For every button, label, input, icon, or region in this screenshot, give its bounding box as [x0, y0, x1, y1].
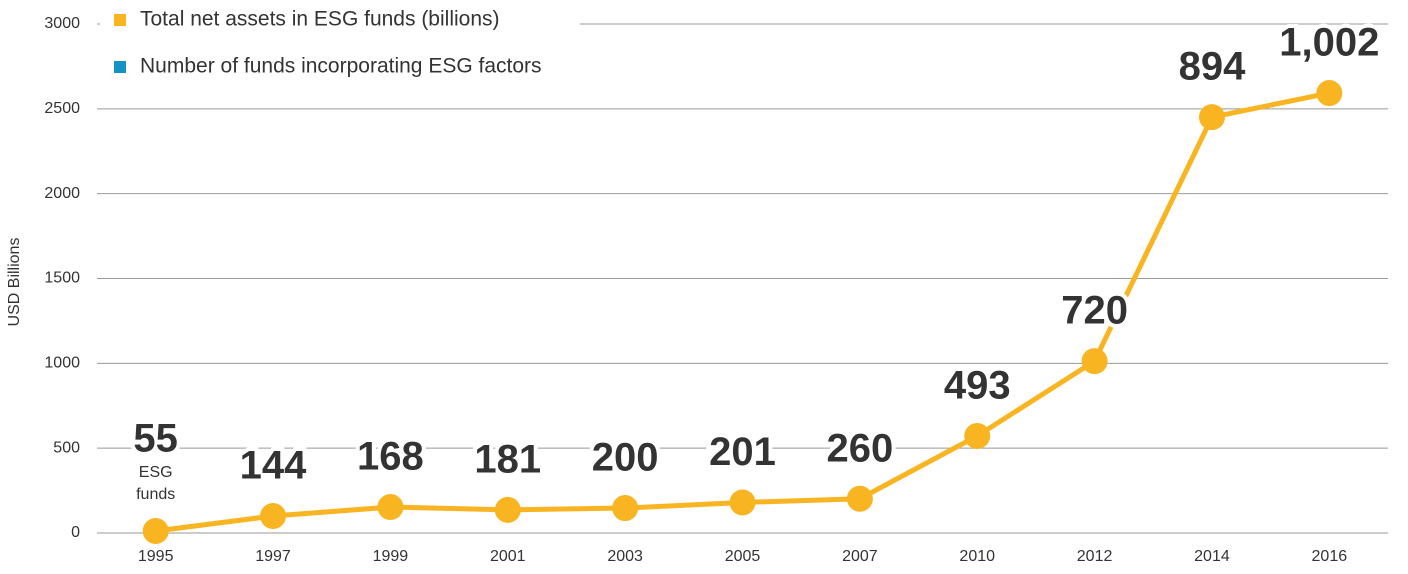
data-label: 201: [709, 430, 776, 474]
x-tick-label: 1997: [255, 548, 291, 565]
data-label: 1,002: [1279, 21, 1379, 65]
y-tick-label: 2000: [44, 185, 80, 202]
marker: [964, 422, 991, 449]
x-tick-label: 1995: [138, 548, 174, 565]
data-label: 200: [592, 436, 659, 480]
legend-label: Total net assets in ESG funds (billions): [140, 8, 500, 31]
marker: [729, 489, 756, 516]
data-label: 260: [826, 426, 893, 470]
x-tick-label: 2016: [1312, 548, 1348, 565]
data-label: 144: [240, 444, 307, 488]
y-tick-label: 3000: [44, 15, 80, 32]
x-tick-label: 2012: [1077, 548, 1113, 565]
data-label: 720: [1061, 289, 1128, 333]
marker: [377, 494, 404, 521]
data-label: 55: [133, 417, 178, 461]
data-label: 168: [357, 435, 424, 479]
marker: [612, 495, 639, 522]
marker: [142, 517, 169, 544]
y-tick-label: 500: [53, 439, 80, 456]
y-tick-label: 1000: [44, 355, 80, 372]
annotation: ESG: [139, 464, 173, 481]
marker: [1316, 80, 1343, 107]
x-tick-label: 2005: [725, 548, 761, 565]
x-tick-label: 2010: [959, 548, 995, 565]
legend-swatch: [114, 14, 126, 26]
legend-background: [100, 0, 580, 90]
y-tick-label: 1500: [44, 270, 80, 287]
marker: [846, 485, 873, 512]
data-label: 493: [944, 364, 1011, 408]
data-label: 181: [474, 437, 541, 481]
x-tick-label: 1999: [373, 548, 409, 565]
marker: [494, 496, 521, 523]
legend-swatch: [114, 61, 126, 73]
legend-label: Number of funds incorporating ESG factor…: [140, 55, 542, 78]
y-tick-label: 0: [71, 524, 80, 541]
data-label: 894: [1179, 45, 1246, 89]
y-axis-label: USD Billions: [6, 238, 23, 327]
y-tick-label: 2500: [44, 100, 80, 117]
x-tick-label: 2001: [490, 548, 526, 565]
annotation: funds: [136, 486, 175, 503]
marker: [1081, 348, 1108, 375]
marker: [260, 503, 287, 530]
x-tick-label: 2014: [1194, 548, 1230, 565]
x-tick-label: 2003: [607, 548, 643, 565]
marker: [1198, 104, 1225, 131]
x-tick-label: 2007: [842, 548, 878, 565]
